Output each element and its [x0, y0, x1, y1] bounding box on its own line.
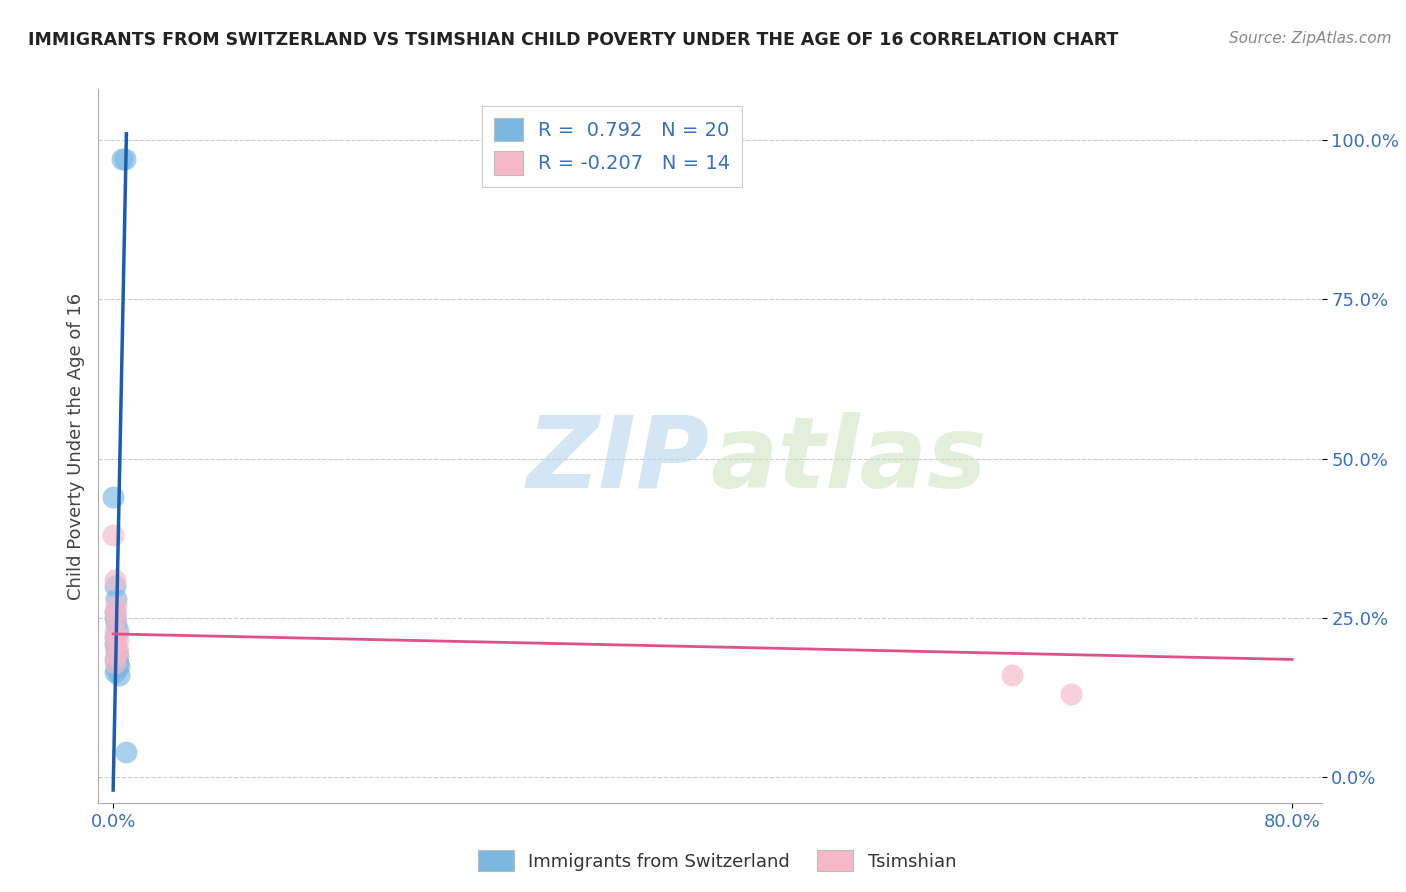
Text: ZIP: ZIP [527, 412, 710, 508]
Point [104, 605, 127, 619]
Point [105, 617, 128, 632]
Point [101, 490, 124, 504]
Legend: R =  0.792   N = 20, R = -0.207   N = 14: R = 0.792 N = 20, R = -0.207 N = 14 [482, 106, 742, 186]
Point [105, 662, 128, 676]
Point [104, 630, 127, 644]
Point [105, 599, 128, 613]
Point [104, 605, 127, 619]
Point [1060, 688, 1083, 702]
Point [115, 745, 138, 759]
Point [104, 636, 127, 650]
Point [104, 611, 127, 625]
Point [105, 591, 128, 606]
Point [105, 643, 128, 657]
Text: IMMIGRANTS FROM SWITZERLAND VS TSIMSHIAN CHILD POVERTY UNDER THE AGE OF 16 CORRE: IMMIGRANTS FROM SWITZERLAND VS TSIMSHIAN… [28, 31, 1119, 49]
Point [104, 636, 127, 650]
Legend: Immigrants from Switzerland, Tsimshian: Immigrants from Switzerland, Tsimshian [471, 843, 963, 879]
Point [104, 656, 127, 670]
Point [1001, 668, 1024, 682]
Point [105, 611, 128, 625]
Point [104, 579, 127, 593]
Point [101, 528, 124, 542]
Point [107, 643, 129, 657]
Point [105, 630, 128, 644]
Point [111, 153, 134, 167]
Point [107, 624, 129, 638]
Point [104, 573, 127, 587]
Point [114, 153, 136, 167]
Point [104, 624, 127, 638]
Point [104, 665, 127, 680]
Y-axis label: Child Poverty Under the Age of 16: Child Poverty Under the Age of 16 [66, 293, 84, 599]
Text: atlas: atlas [710, 412, 987, 508]
Point [107, 633, 129, 648]
Point [108, 668, 131, 682]
Text: Source: ZipAtlas.com: Source: ZipAtlas.com [1229, 31, 1392, 46]
Point [105, 649, 128, 664]
Point [107, 656, 129, 670]
Point [107, 649, 129, 664]
Point [104, 652, 127, 666]
Point [108, 658, 131, 673]
